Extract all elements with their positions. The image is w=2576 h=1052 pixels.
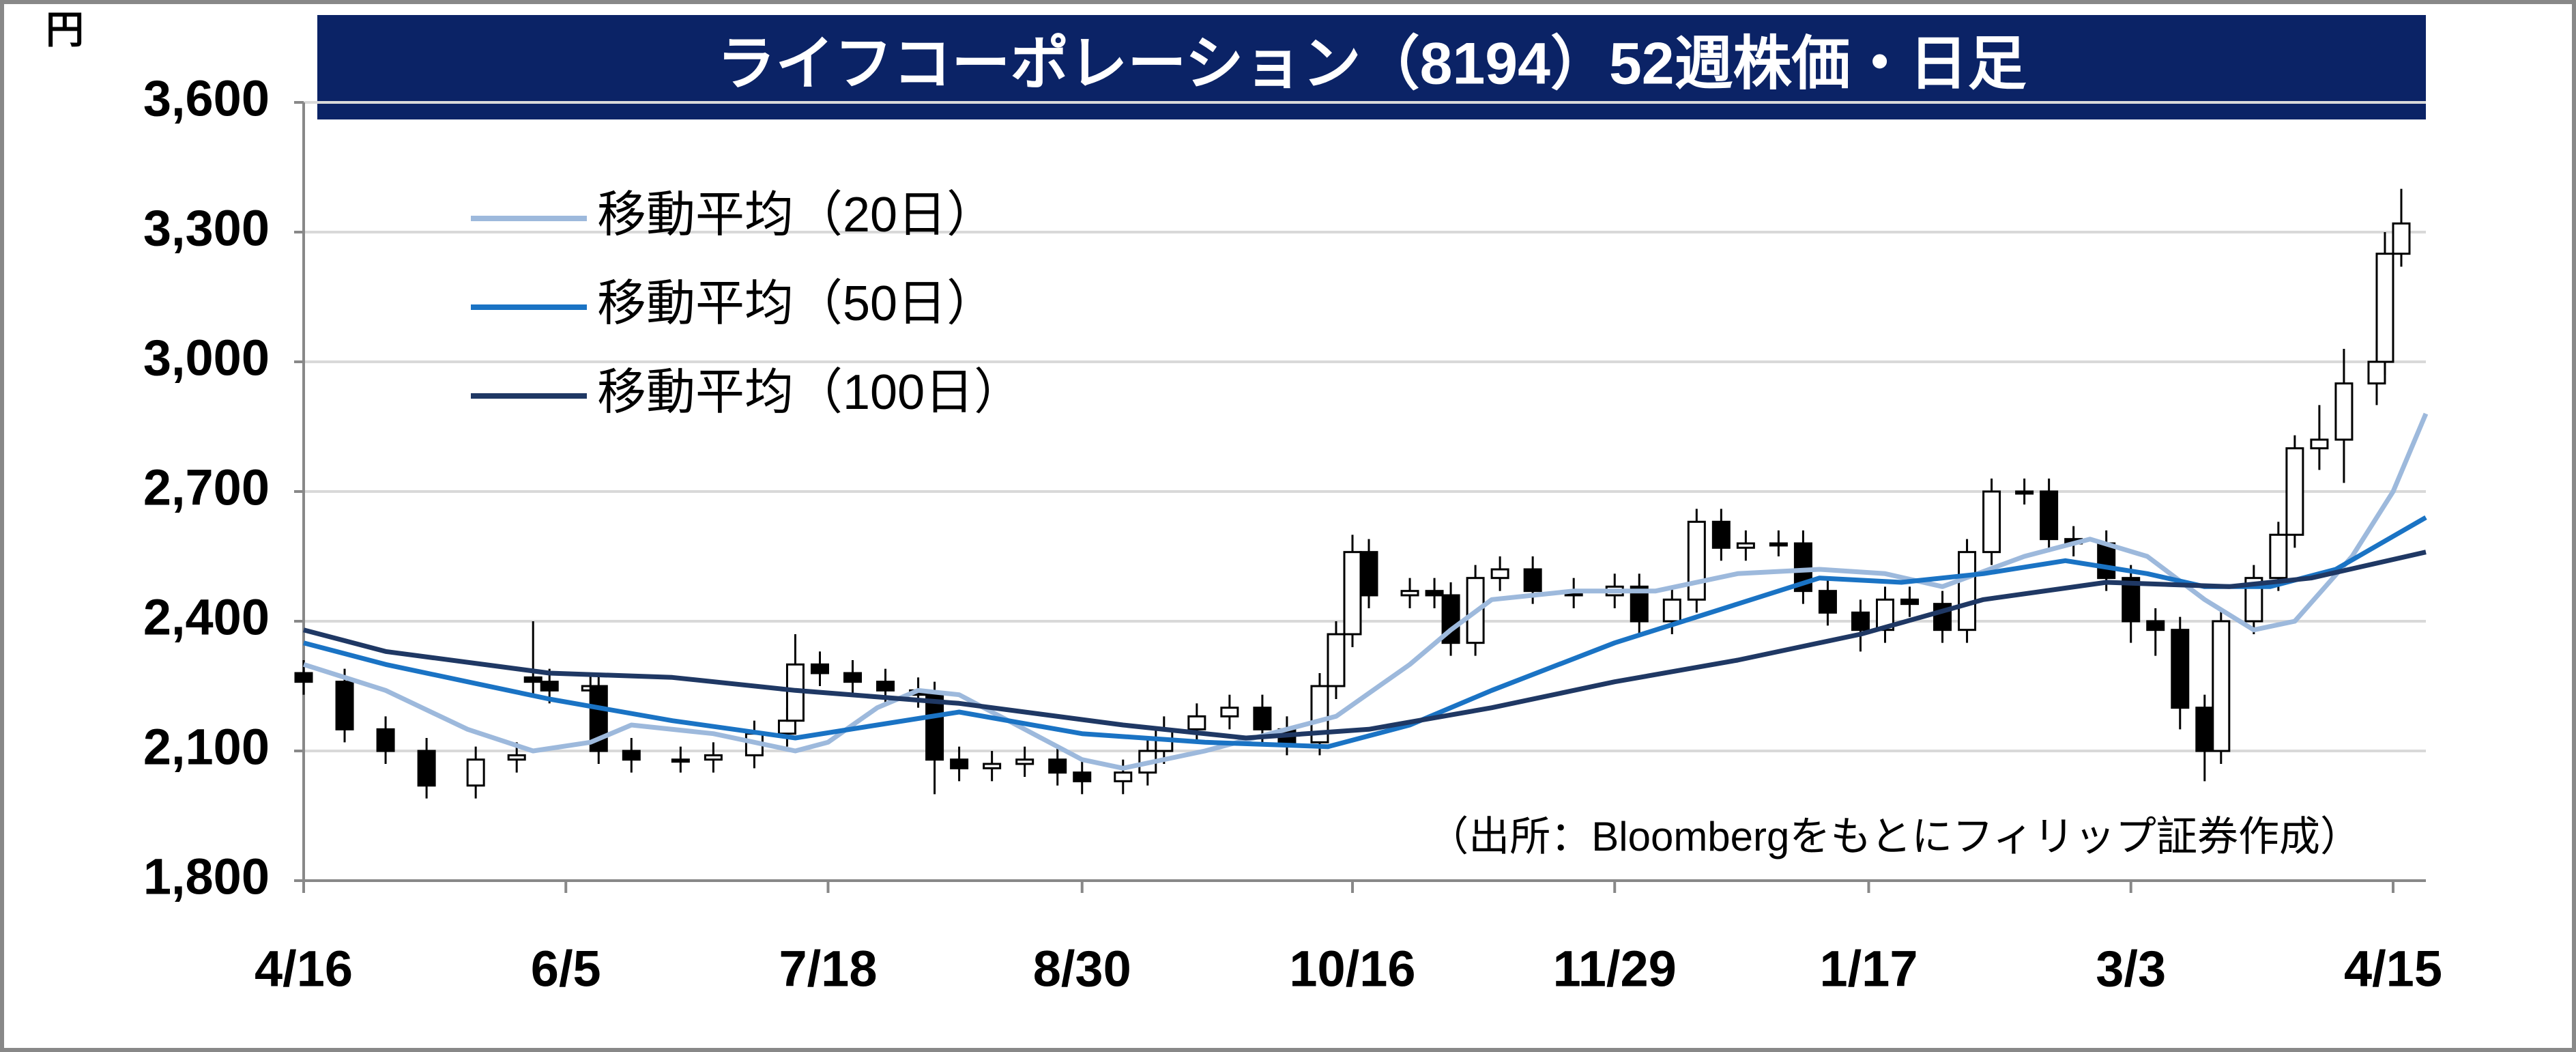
y-tick-label: 2,100 [143,719,270,776]
candle-body [1736,542,1755,549]
x-tick-label: 4/16 [255,941,353,997]
candle-body [1982,490,2001,554]
candle-body [843,672,863,683]
y-unit: 円 [46,8,84,51]
candle-body [810,663,829,674]
source-note: （出所：Bloombergをもとにフィリップ証券作成） [1428,814,2361,859]
y-tick-label: 2,700 [143,459,270,516]
candle-body [777,720,796,735]
candle-body [622,750,641,761]
candle-body [376,728,395,752]
candle-body [1048,758,1067,774]
y-tick-label: 3,600 [143,70,270,127]
candle-body [1958,551,1977,631]
candle-body [507,754,526,761]
candle-body [2375,253,2394,363]
candle-body [2212,620,2231,752]
y-tick-label: 3,300 [143,200,270,257]
x-tick-label: 4/15 [2344,941,2442,997]
candle-body [1662,598,1681,623]
candle-body [925,694,944,761]
candle-body [950,758,969,769]
candle-body [2367,360,2386,385]
x-tick-label: 8/30 [1033,941,1131,997]
candle-body [2285,447,2304,536]
candle-body [2015,490,2034,495]
candle-body [1490,568,1509,580]
candle-body [523,676,542,683]
legend-label: 移動平均（100日） [597,365,1023,420]
candle-body [417,750,436,787]
x-tick-label: 3/3 [2096,941,2166,997]
candle-body [1687,520,1706,601]
candle-body [540,681,559,692]
candle-body [1425,590,1444,597]
candle-body [2171,629,2190,709]
legend-label: 移動平均（20日） [597,188,996,242]
candle-body [1114,771,1133,782]
candle-body [1400,590,1419,597]
candle-body [2195,707,2214,752]
candle-body [2097,542,2116,580]
candle-body [2310,438,2329,450]
candle-body [1015,758,1034,765]
candle-body [2392,222,2411,255]
candle-body [1769,542,1788,547]
candle-body [1900,598,1920,606]
ma-line [303,515,2427,750]
candle-body [2146,620,2165,631]
candle-body [1851,611,1870,631]
candle-body [1818,590,1837,614]
x-tick-label: 11/29 [1553,941,1677,997]
x-tick-label: 10/16 [1289,941,1415,997]
x-tick-label: 1/17 [1819,941,1917,997]
chart-title: ライフコーポレーション（8194）52週株価・日足 [717,31,2026,97]
candle-body [466,758,485,787]
candle-body [1711,520,1731,549]
candle-body [2334,382,2354,441]
candle-body [1187,715,1206,730]
candle-body [294,672,313,683]
candle-body [1073,771,1092,782]
x-tick-label: 7/18 [779,941,877,997]
candle-body [1523,568,1542,593]
candle-body [1220,707,1239,717]
candle-body [1327,633,1346,687]
candle-body [2040,490,2059,541]
x-tick-label: 6/5 [531,941,601,997]
candle-body [671,758,690,763]
candle-body [704,754,723,761]
candle-body [1253,707,1272,730]
ma-line [302,412,2429,771]
candle-body [589,685,608,752]
legend-label: 移動平均（50日） [597,276,996,331]
candle-body [1343,551,1362,636]
y-tick-label: 3,000 [143,330,270,386]
candle-body [2269,533,2288,580]
y-tick-label: 2,400 [143,589,270,646]
ma-line [303,550,2427,741]
candle-body [335,681,354,730]
candle-body [983,763,1002,769]
candle-body [876,681,895,692]
candle-body [1359,551,1378,597]
y-tick-label: 1,800 [143,849,270,905]
